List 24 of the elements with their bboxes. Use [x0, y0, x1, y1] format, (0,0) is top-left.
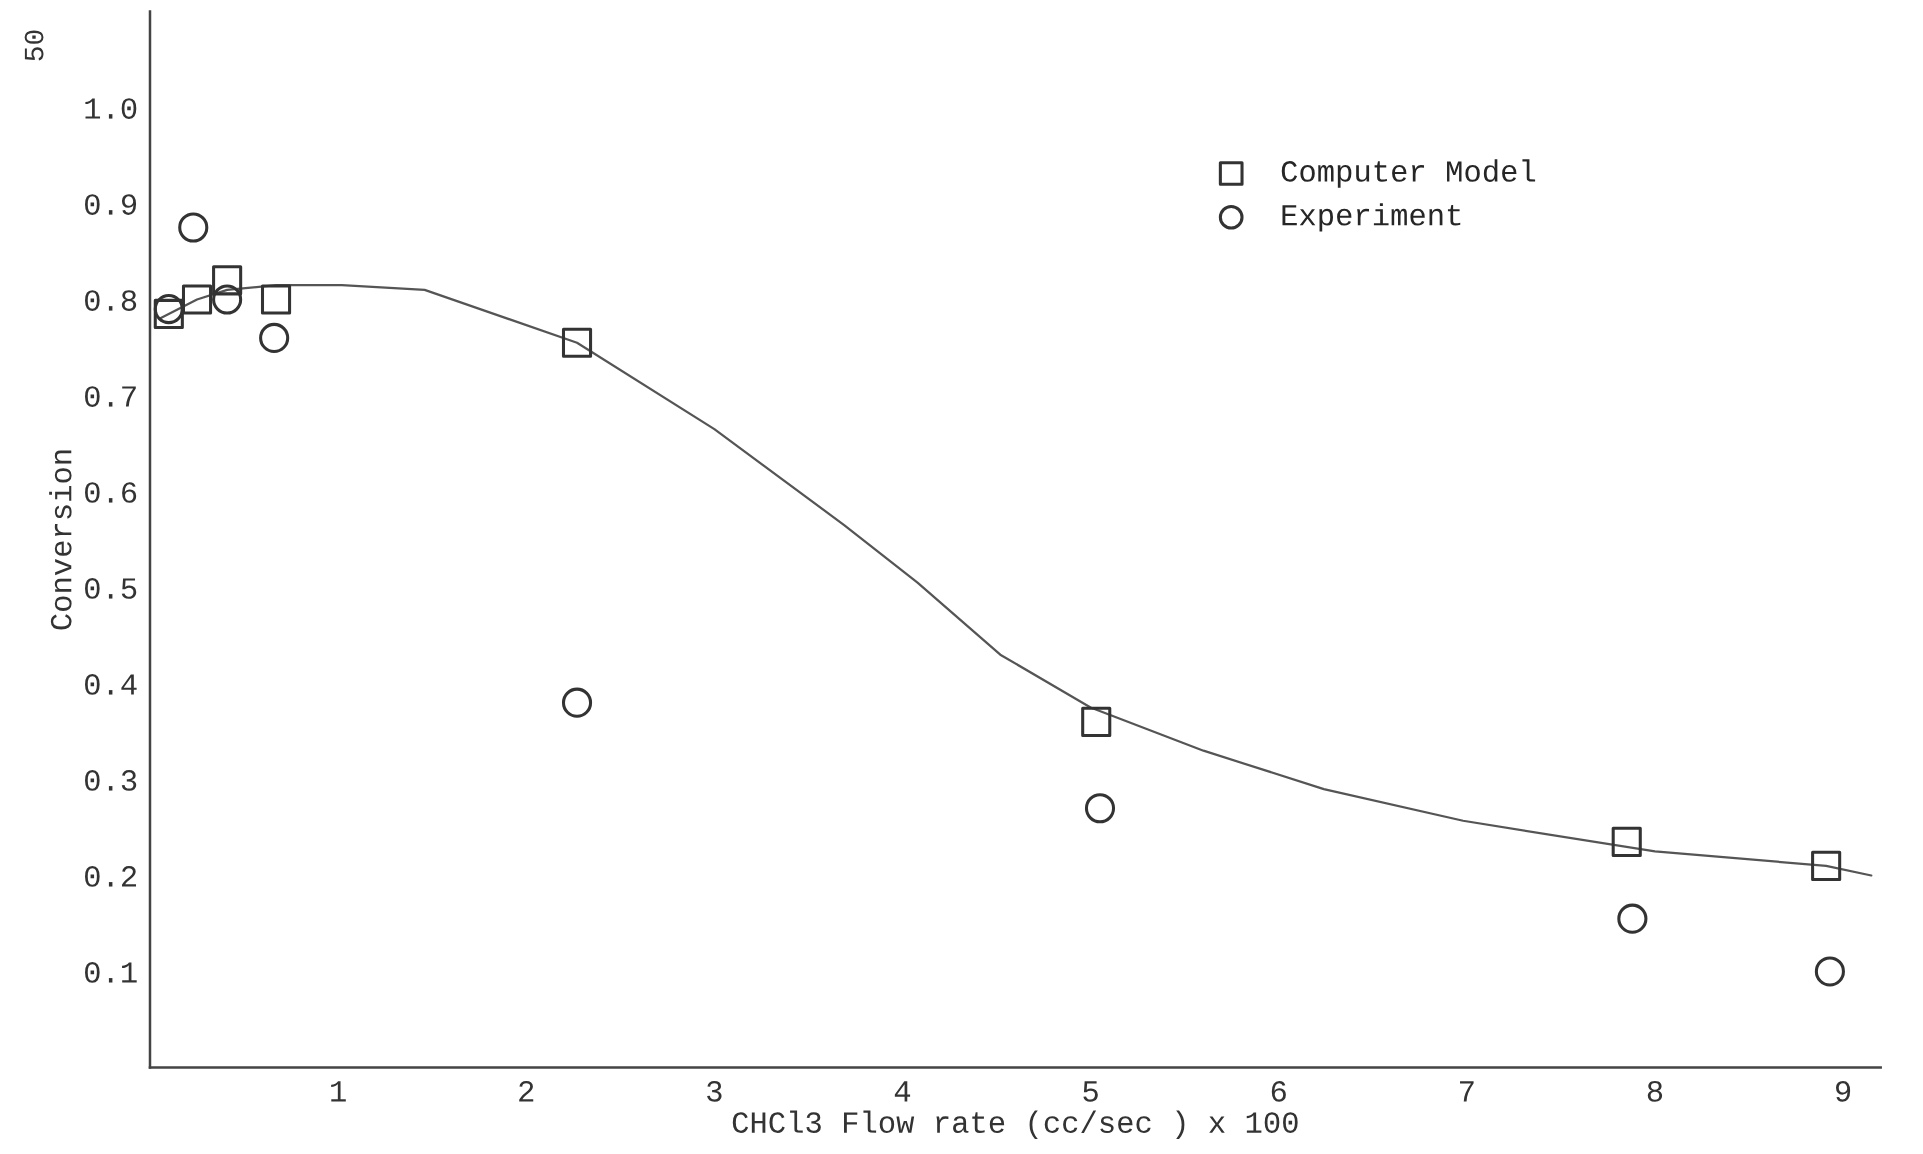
x-tick-label: 9 [1836, 1080, 1851, 1102]
y-tick-label: 0.4 [85, 674, 137, 695]
y-tick-label: 0.1 [85, 962, 137, 983]
y-tick-label: 1.0 [85, 98, 137, 119]
x-tick-label: 3 [707, 1080, 722, 1102]
y-tick-label: 0.6 [85, 482, 137, 503]
legend-label: Computer Model [1281, 159, 1536, 188]
x-tick-label: 1 [331, 1081, 346, 1102]
x-tick-label: 7 [1460, 1081, 1474, 1102]
x-tick-label: 2 [519, 1080, 534, 1102]
x-tick-label: 5 [1083, 1081, 1098, 1102]
legend-label: Experiment [1282, 203, 1461, 232]
y-tick-label: 0.3 [85, 770, 137, 791]
text: 50 [24, 30, 44, 61]
x-tick-label: 8 [1647, 1080, 1663, 1102]
x-tick-label: 6 [1271, 1080, 1286, 1102]
y-tick-label: 0.9 [85, 194, 137, 215]
y-tick-label: 0.8 [85, 290, 137, 311]
y-tick-label: 0.7 [85, 386, 136, 407]
y-axis-title: Conversion [49, 450, 72, 630]
y-tick-label: 0.2 [85, 866, 137, 887]
x-axis-title: CHCl3 Flow rate (cc/sec ) x 100 [732, 1110, 1298, 1139]
x-tick-label: 4 [894, 1081, 911, 1102]
y-tick-label: 0.5 [85, 578, 137, 599]
